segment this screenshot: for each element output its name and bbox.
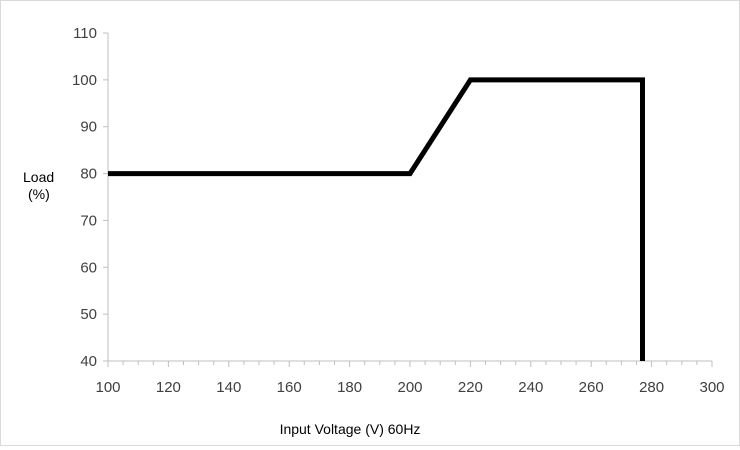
x-tick-label: 160 [277, 379, 302, 396]
y-tick-label: 60 [80, 259, 97, 276]
x-tick-label: 220 [458, 379, 483, 396]
x-tick-label: 240 [518, 379, 543, 396]
x-tick-label: 120 [156, 379, 181, 396]
y-axis-title-line-1: Load [23, 169, 54, 185]
x-axis-title: Input Voltage (V) 60Hz [280, 421, 421, 437]
y-tick-label: 70 [80, 212, 97, 229]
y-tick-label: 40 [80, 353, 97, 370]
y-tick-label: 110 [73, 25, 97, 42]
x-tick-label: 140 [216, 379, 241, 396]
x-tick-label: 100 [95, 379, 120, 396]
x-tick-label: 180 [337, 379, 362, 396]
y-tick-label: 90 [80, 119, 97, 136]
series-layer [108, 77, 645, 361]
x-tick-label: 300 [699, 379, 724, 396]
series-line-0 [108, 77, 645, 361]
tick-labels: 40 50 60 70 80 90 100 110 100 120 140 160 180 200 220 2… [72, 25, 725, 396]
axes [103, 32, 713, 367]
y-tick-label: 50 [80, 306, 97, 323]
y-tick-label: 80 [80, 166, 97, 183]
y-tick-label: 100 [72, 72, 97, 89]
x-tick-label: 260 [579, 379, 604, 396]
x-tick-label: 200 [397, 379, 422, 396]
x-tick-label: 280 [639, 379, 664, 396]
y-axis-title-line-2: (%) [28, 186, 50, 202]
